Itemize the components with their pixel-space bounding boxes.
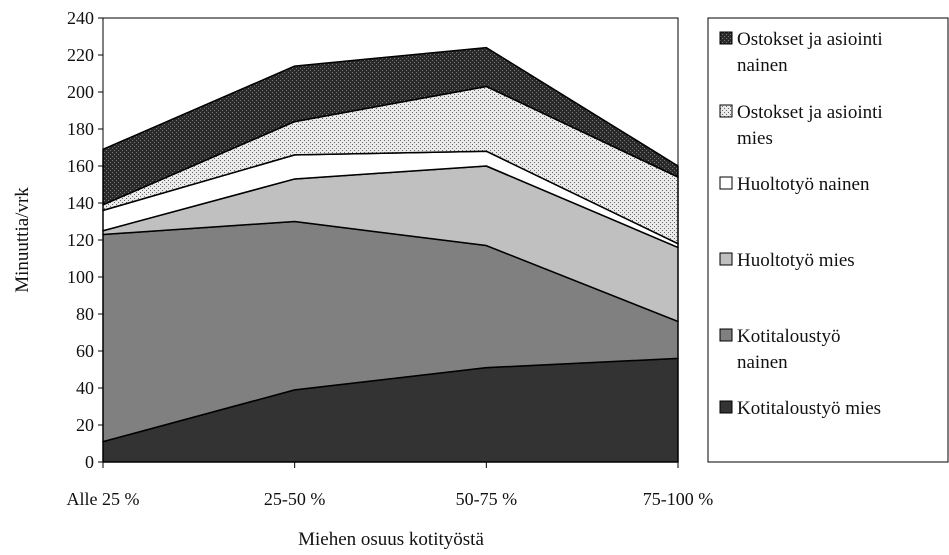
legend-label: Huoltotyö nainen <box>737 174 870 195</box>
x-tick-label: 75-100 % <box>643 489 714 509</box>
y-tick-label: 0 <box>85 452 94 472</box>
legend-swatch <box>719 31 733 45</box>
legend-box <box>707 17 949 463</box>
legend-swatch <box>719 104 733 118</box>
y-tick-label: 220 <box>67 45 94 65</box>
legend-label: Kotitaloustyö <box>737 326 840 347</box>
legend-swatch <box>719 252 733 266</box>
legend-label: Kotitaloustyö mies <box>737 398 881 419</box>
y-tick-label: 120 <box>67 230 94 250</box>
x-axis: Alle 25 % 25-50 % 50-75 % 75-100 % <box>67 462 714 509</box>
y-tick-label: 40 <box>76 378 94 398</box>
y-tick-label: 200 <box>67 82 94 102</box>
legend-item-ostokset-ja-asiointi-nainen: Ostokset ja asiointi nainen <box>719 29 883 76</box>
area-ostokset-ja-asiointi-nainen <box>102 46 679 206</box>
legend-item-ostokset-ja-asiointi-mies: Ostokset ja asiointi mies <box>719 102 883 149</box>
x-tick-label: Alle 25 % <box>67 489 140 509</box>
y-tick-label: 60 <box>76 341 94 361</box>
legend-swatch <box>719 176 733 190</box>
y-axis: 0 20 40 60 80 100 120 140 160 180 200 220 240 <box>67 8 103 472</box>
legend-label: Ostokset ja asiointi <box>737 29 883 50</box>
legend-item-huoltoty-nainen: Huoltotyö nainen <box>719 174 870 195</box>
y-tick-label: 100 <box>67 267 94 287</box>
legend-item-kotitalousty-mies: Kotitaloustyö mies <box>719 398 881 419</box>
x-tick-label: 25-50 % <box>264 489 326 509</box>
legend-label: Huoltotyö mies <box>737 250 855 271</box>
y-axis-title: Minuuttia/vrk <box>12 187 33 293</box>
y-tick-label: 180 <box>67 119 94 139</box>
y-tick-label: 140 <box>67 193 94 213</box>
legend-label-line2: nainen <box>737 352 788 373</box>
y-tick-label: 160 <box>67 156 94 176</box>
y-tick-label: 240 <box>67 8 94 28</box>
legend-item-kotitalousty-nainen: Kotitaloustyö nainen <box>719 326 840 373</box>
legend-label-line2: nainen <box>737 55 788 76</box>
legend-label: Ostokset ja asiointi <box>737 102 883 123</box>
legend-swatch <box>719 400 733 414</box>
y-tick-label: 80 <box>76 304 94 324</box>
legend-item-huoltoty-mies: Huoltotyö mies <box>719 250 855 271</box>
legend-swatch <box>719 328 733 342</box>
legend-label-line2: mies <box>737 128 773 149</box>
area-series-group <box>102 46 679 463</box>
x-axis-title: Miehen osuus kotityöstä <box>298 529 484 550</box>
y-tick-label: 20 <box>76 415 94 435</box>
x-tick-label: 50-75 % <box>456 489 518 509</box>
